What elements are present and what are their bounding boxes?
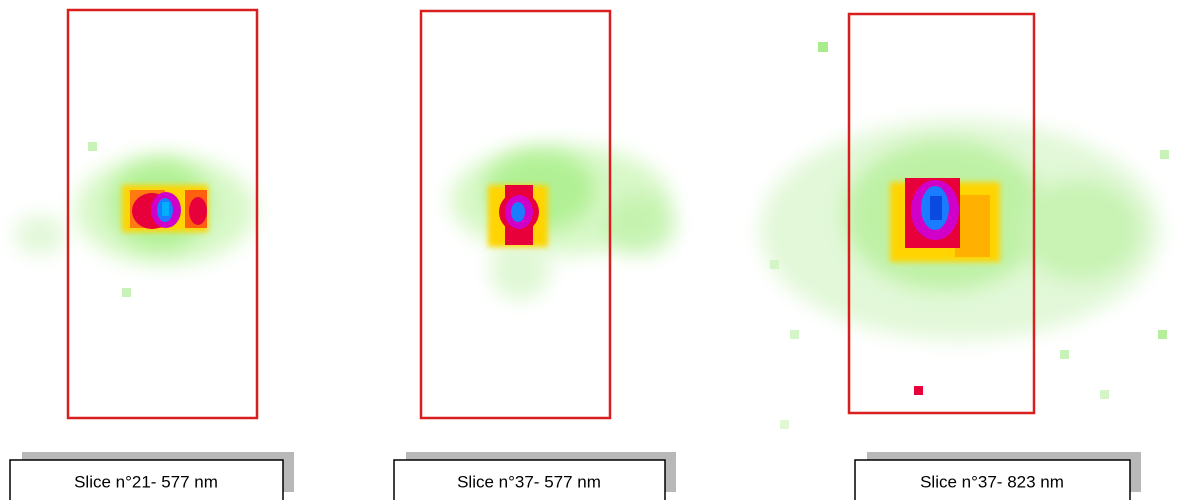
label-box <box>854 459 1131 500</box>
slice-label: Slice n°37- 823 nm <box>920 472 1064 491</box>
heatmap-1 <box>15 142 255 297</box>
heatmap-2 <box>450 145 675 300</box>
heatmap-3 <box>760 42 1169 429</box>
roi-box-3 <box>847 12 1036 415</box>
roi-box-1 <box>66 8 259 420</box>
label-box <box>9 459 284 500</box>
slice-label: Slice n°37- 577 nm <box>457 472 601 491</box>
roi-box-2 <box>419 9 612 420</box>
label-box <box>393 459 666 500</box>
slice-label: Slice n°21- 577 nm <box>74 472 218 491</box>
